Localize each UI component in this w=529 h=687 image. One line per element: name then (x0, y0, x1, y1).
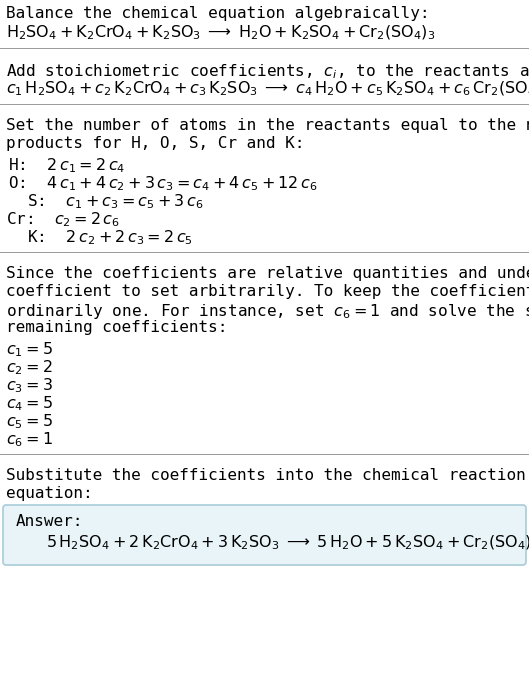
Text: H:  $2\,c_1 = 2\,c_4$: H: $2\,c_1 = 2\,c_4$ (8, 156, 125, 174)
Text: Since the coefficients are relative quantities and underdetermined, choose a: Since the coefficients are relative quan… (6, 266, 529, 281)
Text: remaining coefficients:: remaining coefficients: (6, 320, 227, 335)
Text: Answer:: Answer: (16, 514, 84, 529)
Text: products for H, O, S, Cr and K:: products for H, O, S, Cr and K: (6, 136, 304, 151)
Text: Set the number of atoms in the reactants equal to the number of atoms in the: Set the number of atoms in the reactants… (6, 118, 529, 133)
Text: equation:: equation: (6, 486, 93, 501)
Text: $c_6 = 1$: $c_6 = 1$ (6, 430, 53, 449)
Text: K:  $2\,c_2 + 2\,c_3 = 2\,c_5$: K: $2\,c_2 + 2\,c_3 = 2\,c_5$ (8, 228, 193, 247)
Text: $c_3 = 3$: $c_3 = 3$ (6, 376, 53, 395)
Text: $c_1\,\mathrm{H_2SO_4} + c_2\,\mathrm{K_2CrO_4} + c_3\,\mathrm{K_2SO_3} \;\longr: $c_1\,\mathrm{H_2SO_4} + c_2\,\mathrm{K_… (6, 80, 529, 98)
Text: $\mathrm{H_2SO_4 + K_2CrO_4 + K_2SO_3 \;\longrightarrow\; H_2O + K_2SO_4 + Cr_2(: $\mathrm{H_2SO_4 + K_2CrO_4 + K_2SO_3 \;… (6, 24, 435, 43)
Text: $5\,\mathrm{H_2SO_4} + 2\,\mathrm{K_2CrO_4} + 3\,\mathrm{K_2SO_3} \;\longrightar: $5\,\mathrm{H_2SO_4} + 2\,\mathrm{K_2CrO… (46, 534, 529, 552)
Text: $c_5 = 5$: $c_5 = 5$ (6, 412, 53, 431)
Text: $c_4 = 5$: $c_4 = 5$ (6, 394, 53, 413)
Text: S:  $c_1 + c_3 = c_5 + 3\,c_6$: S: $c_1 + c_3 = c_5 + 3\,c_6$ (8, 192, 204, 211)
Text: coefficient to set arbitrarily. To keep the coefficients small, the arbitrary va: coefficient to set arbitrarily. To keep … (6, 284, 529, 299)
Text: Balance the chemical equation algebraically:: Balance the chemical equation algebraica… (6, 6, 430, 21)
Text: O:  $4\,c_1 + 4\,c_2 + 3\,c_3 = c_4 + 4\,c_5 + 12\,c_6$: O: $4\,c_1 + 4\,c_2 + 3\,c_3 = c_4 + 4\,… (8, 174, 318, 192)
Text: Substitute the coefficients into the chemical reaction to obtain the balanced: Substitute the coefficients into the che… (6, 468, 529, 483)
Text: $c_2 = 2$: $c_2 = 2$ (6, 358, 52, 376)
Text: Cr:  $c_2 = 2\,c_6$: Cr: $c_2 = 2\,c_6$ (6, 210, 120, 229)
Text: ordinarily one. For instance, set $c_6 = 1$ and solve the system of equations fo: ordinarily one. For instance, set $c_6 =… (6, 302, 529, 321)
Text: Add stoichiometric coefficients, $c_i$, to the reactants and products:: Add stoichiometric coefficients, $c_i$, … (6, 62, 529, 81)
FancyBboxPatch shape (3, 505, 526, 565)
Text: $c_1 = 5$: $c_1 = 5$ (6, 340, 53, 359)
